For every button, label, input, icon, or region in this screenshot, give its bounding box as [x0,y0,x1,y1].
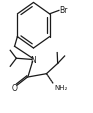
Text: N: N [31,55,36,64]
Text: NH₂: NH₂ [54,85,67,91]
Text: Br: Br [59,6,68,15]
Text: O: O [11,84,17,93]
